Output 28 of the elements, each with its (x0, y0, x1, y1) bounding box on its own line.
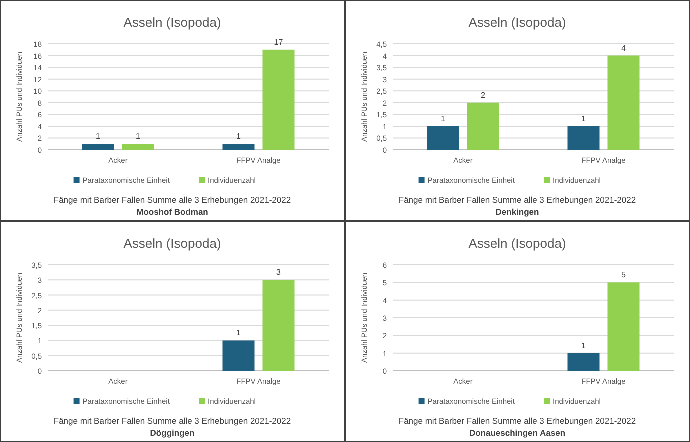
data-label: 3 (276, 268, 282, 278)
data-label: 17 (274, 38, 284, 47)
bar (467, 102, 500, 150)
chart-title: Asseln (Isopoda) (124, 15, 222, 30)
chart-title: Asseln (Isopoda) (124, 236, 222, 251)
data-label: 1 (96, 132, 102, 142)
data-label: 1 (236, 132, 242, 142)
x-axis-title: Fänge mit Barber Fallen Summe alle 3 Erhebungen 2021-2022 (54, 195, 292, 205)
text: Mooshof Bodman (136, 207, 208, 217)
data-label: 4 (622, 44, 627, 53)
chart-title: Asseln (Isopoda) (468, 15, 566, 30)
data-label: 5 (622, 270, 627, 280)
data-label: 1 (136, 132, 142, 142)
data-label: 1 (236, 328, 242, 338)
x-axis-title: Fänge mit Barber Fallen Summe alle 3 Erhebungen 2021-2022 (54, 416, 292, 426)
data-label: 1 (582, 114, 587, 124)
x-axis-title: Fänge mit Barber Fallen Summe alle 3 Erhebungen 2021-2022 (398, 416, 636, 426)
bar (568, 126, 600, 150)
text: Denkingen (496, 207, 540, 217)
data-label: 2 (481, 90, 486, 100)
data-label: 1 (582, 341, 587, 350)
bar (608, 56, 640, 150)
data-label: 1 (441, 114, 446, 124)
text: Donaueschingen Aasen (469, 428, 566, 438)
bar (427, 126, 460, 150)
text: Döggingen (150, 428, 195, 438)
chart-title: Asseln (Isopoda) (468, 236, 566, 251)
x-axis-title: Fänge mit Barber Fallen Summe alle 3 Erhebungen 2021-2022 (398, 195, 636, 205)
